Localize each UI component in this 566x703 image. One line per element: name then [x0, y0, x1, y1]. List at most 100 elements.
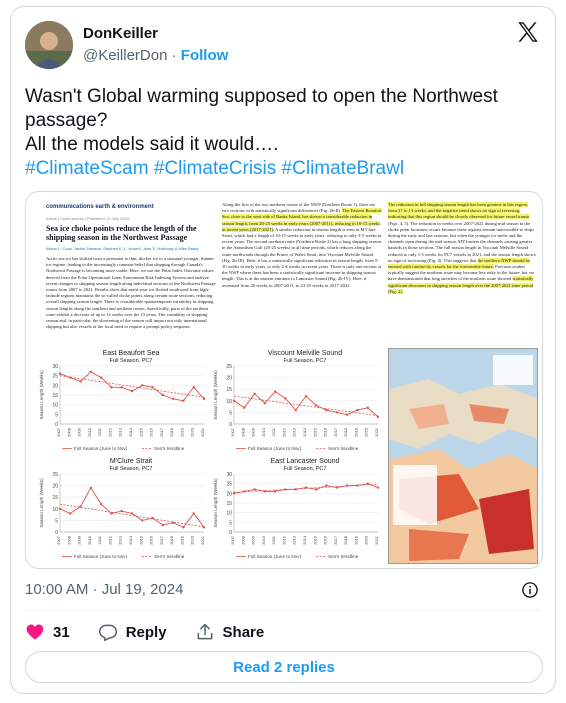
tweet-card: DonKeiller @KeillerDon · Follow Wasn't G… — [10, 6, 556, 694]
data-point — [366, 482, 369, 485]
trendline — [59, 375, 205, 398]
x-tick-label: 2009 — [251, 535, 256, 545]
col2-para-1: Along the first of the two northern rout… — [222, 202, 376, 214]
data-point — [263, 490, 267, 493]
x-tick-label: 2021 — [200, 427, 205, 437]
y-tick-label: 10 — [226, 399, 232, 405]
y-tick-label: 25 — [226, 364, 232, 370]
data-point — [120, 386, 123, 389]
data-point — [161, 523, 165, 527]
data-point — [161, 393, 165, 397]
y-tick-label: 5 — [229, 520, 232, 526]
info-icon[interactable] — [521, 581, 539, 599]
tweet-media-image[interactable]: communications earth & environment Artic… — [25, 191, 543, 569]
data-point — [130, 512, 134, 515]
data-point — [284, 488, 287, 491]
x-tick-label: 2018 — [169, 427, 174, 437]
share-icon — [197, 623, 212, 640]
legend-label-series: Full Season (June to Nov) — [74, 446, 128, 451]
col3-para-1: (Figs. 4, 5). The reduction in weeks ove… — [388, 220, 536, 263]
x-tick-label: 2018 — [343, 535, 348, 545]
y-tick-label: 0 — [55, 422, 58, 428]
follow-button[interactable]: Follow — [180, 47, 229, 64]
x-logo-icon[interactable] — [515, 19, 541, 45]
x-tick-label: 2014 — [128, 535, 133, 545]
x-tick-label: 2017 — [159, 535, 164, 545]
x-tick-label: 2020 — [364, 535, 369, 545]
x-tick-label: 2016 — [149, 427, 154, 437]
tweet-hashtags[interactable]: #ClimateScam #ClimateCrisis #ClimateBraw… — [25, 158, 405, 179]
paper-column-2: Along the first of the two northern rout… — [222, 202, 382, 346]
chart-subtitle: Full Season, PC7 — [284, 358, 327, 364]
trendline — [59, 503, 205, 528]
data-point — [182, 399, 185, 402]
y-tick-label: 20 — [226, 491, 232, 497]
x-tick-label: 2011 — [97, 427, 102, 436]
data-point — [294, 408, 297, 412]
data-point — [141, 519, 144, 522]
x-tick-label: 2010 — [261, 427, 266, 437]
data-point — [182, 526, 185, 529]
y-tick-label: 5 — [55, 518, 58, 524]
like-button[interactable]: 31 — [25, 622, 70, 642]
data-point — [58, 372, 62, 375]
chart-title: East Beaufort Sea — [103, 350, 160, 357]
divider — [25, 610, 541, 611]
y-tick-label: 15 — [52, 495, 58, 501]
y-tick-label: 10 — [226, 511, 232, 517]
author-handle[interactable]: @KeillerDon — [83, 47, 168, 64]
x-tick-label: 2011 — [271, 427, 276, 436]
data-point — [376, 486, 380, 489]
legend-label-trend: Sen's trendline — [328, 554, 359, 559]
paper-abstract: Arctic sea ice has shifted from a perenn… — [46, 256, 216, 330]
x-tick-label: 2012 — [281, 427, 286, 437]
data-point — [253, 488, 256, 491]
chart-east-lancaster-sound: East Lancaster Sound Full Season, PC7 0 5 10… — [212, 456, 382, 562]
chart-subtitle: Full Season, PC7 — [110, 466, 153, 472]
x-tick-label: 2016 — [323, 535, 328, 545]
x-tick-label: 2020 — [364, 427, 369, 437]
data-point — [232, 492, 236, 495]
data-point — [243, 406, 246, 409]
chart-title: East Lancaster Sound — [271, 458, 340, 465]
data-point — [171, 521, 175, 524]
data-point — [325, 408, 328, 412]
x-tick-label: 2018 — [169, 535, 174, 545]
data-point — [263, 401, 267, 405]
tweet-timestamp[interactable]: 10:00 AM · Jul 19, 2024 — [25, 581, 184, 598]
y-tick-label: 20 — [52, 383, 58, 389]
data-point — [110, 512, 113, 515]
data-point — [69, 512, 72, 515]
share-button[interactable]: Share — [195, 622, 265, 642]
share-label: Share — [222, 623, 265, 641]
data-point — [99, 376, 103, 379]
y-tick-label: 15 — [52, 393, 58, 399]
x-tick-label: 2009 — [77, 427, 82, 437]
tweet-actions: 31 Reply Share — [25, 621, 292, 643]
x-tick-label: 2020 — [190, 427, 195, 437]
reply-button[interactable]: Reply — [98, 622, 167, 642]
data-point — [294, 488, 297, 491]
x-tick-label: 2021 — [200, 535, 205, 545]
author-name[interactable]: DonKeiller — [83, 25, 159, 42]
chart-viscount-melville-sound: Viscount Melville Sound Full Season, PC7 0… — [212, 348, 382, 454]
series-line — [59, 371, 205, 402]
tweet-line-1: Wasn't Global warming supposed to open t… — [25, 86, 498, 131]
x-tick-label: 2007 — [230, 535, 235, 545]
read-replies-button[interactable]: Read 2 replies — [25, 651, 543, 683]
y-tick-label: 0 — [55, 530, 58, 536]
x-tick-label: 2015 — [138, 427, 143, 437]
data-point — [69, 376, 72, 379]
col2-para-3: There is only one section of the NWP whe… — [222, 264, 382, 288]
data-point — [171, 397, 175, 401]
y-axis-label: Season Length (Weeks) — [213, 370, 218, 420]
paper-column-3: The reduction in full shipping season le… — [388, 202, 538, 344]
like-count: 31 — [53, 623, 70, 641]
data-point — [356, 484, 359, 487]
x-tick-label: 2014 — [302, 427, 307, 437]
legend-label-series: Full Season (June to Nov) — [248, 554, 302, 559]
y-tick-label: 5 — [55, 412, 58, 418]
data-point — [130, 389, 134, 393]
avatar[interactable] — [25, 21, 73, 69]
